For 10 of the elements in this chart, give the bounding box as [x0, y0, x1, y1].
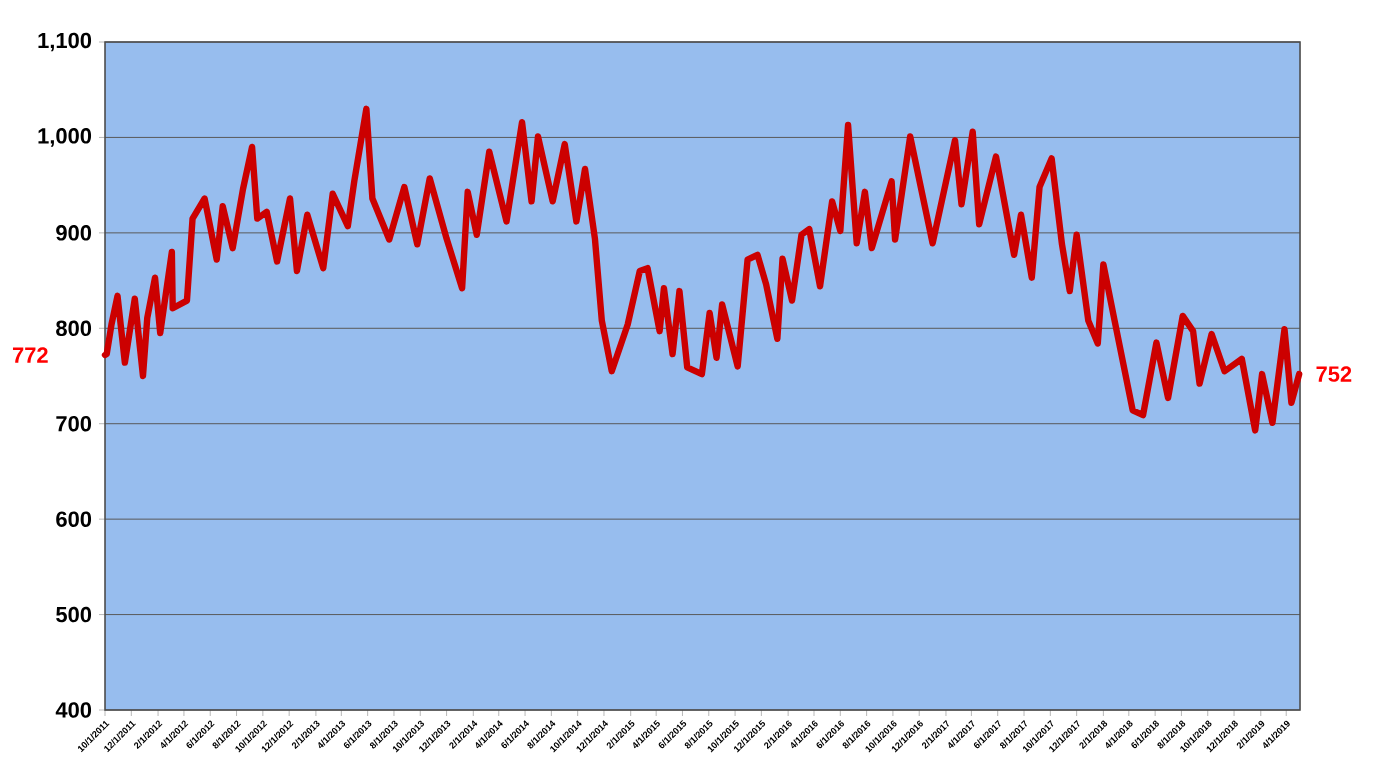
y-tick-label: 1,000: [38, 128, 92, 147]
y-tick-label: 700: [56, 415, 92, 432]
y-tick-label: 900: [56, 225, 92, 241]
y-tick-label: 600: [56, 511, 92, 527]
annotation: 752: [1316, 366, 1352, 382]
annotation: 772: [12, 347, 48, 363]
y-tick-label: 800: [56, 320, 92, 337]
y-tick-label: 500: [56, 606, 92, 623]
y-tick-label: 400: [55, 702, 92, 718]
y-tick-label: 1,100: [38, 32, 92, 52]
